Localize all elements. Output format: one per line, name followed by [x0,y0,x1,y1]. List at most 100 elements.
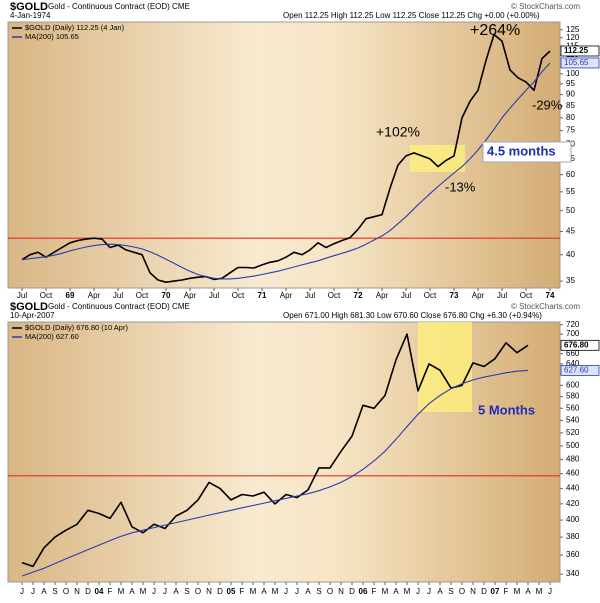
legend-label: MA(200) 105.65 [25,32,79,41]
x-tick-label: S [448,587,453,596]
last-value-label: 627.60 [564,366,589,375]
price-line [21,33,551,283]
annotation: +264% [470,22,520,39]
y-tick-label: 660 [566,349,580,358]
x-tick-label: M [382,587,389,596]
plot-area [7,321,561,583]
annotation: 4.5 months [487,143,556,158]
y-tick-label: 480 [566,455,580,464]
x-tick-label: Oct [136,291,149,300]
x-tick-label: J [295,587,299,596]
y-tick-label: 700 [566,329,580,338]
x-tick-label: J [31,587,35,596]
credit: © StockCharts.com [511,2,580,11]
y-tick-label: 400 [566,515,580,524]
legend-label: $GOLD (Daily) 676.80 (10 Apr) [25,323,128,332]
x-tick-label: N [74,587,80,596]
x-tick-label: Jul [305,291,315,300]
x-tick-label: O [459,587,465,596]
x-tick-label: Apr [280,291,293,300]
x-tick-label: J [163,587,167,596]
last-value-label: 112.25 [564,46,589,55]
y-tick-label: 60 [566,170,575,179]
quote: Open 671.00 High 681.30 Low 670.60 Close… [283,311,542,320]
x-tick-label: Oct [328,291,341,300]
x-tick-label: A [437,587,443,596]
last-value-box [560,364,600,376]
x-tick-label: J [284,587,288,596]
annotation: -29% [532,97,563,112]
x-tick-label: S [52,587,57,596]
price-line [21,333,529,568]
x-tick-label: Oct [424,291,437,300]
x-tick-label: M [514,587,521,596]
ma-line [21,62,551,280]
x-tick-label: Oct [520,291,533,300]
annotation: +102% [376,124,420,140]
x-tick-label: 07 [491,587,500,596]
x-tick-label: J [548,587,552,596]
x-tick-label: N [338,587,344,596]
y-tick-label: 40 [566,250,575,259]
y-tick-label: 520 [566,428,580,437]
chart-subtitle: Gold - Continuous Contract (EOD) CME [48,2,190,11]
x-tick-label: O [327,587,333,596]
credit: © StockCharts.com [511,302,580,311]
chart-title: $GOLD [10,301,48,313]
x-tick-label: 73 [450,291,459,300]
y-tick-label: 50 [566,206,575,215]
x-tick-label: O [63,587,69,596]
y-tick-label: 500 [566,441,580,450]
x-tick-label: Apr [376,291,389,300]
x-tick-label: Apr [184,291,197,300]
x-tick-label: Jul [17,291,27,300]
x-tick-label: M [272,587,279,596]
x-tick-label: Jul [401,291,411,300]
x-tick-label: D [217,587,223,596]
x-tick-label: J [427,587,431,596]
x-tick-label: F [504,587,509,596]
y-tick-label: 100 [566,69,580,78]
y-tick-label: 460 [566,469,580,478]
x-tick-label: A [173,587,179,596]
x-tick-label: J [152,587,156,596]
x-tick-label: A [41,587,47,596]
x-tick-label: Oct [40,291,53,300]
x-tick-label: D [349,587,355,596]
x-tick-label: M [536,587,543,596]
x-tick-label: A [129,587,135,596]
y-tick-label: 120 [566,33,580,42]
x-tick-label: 72 [354,291,363,300]
x-tick-label: A [393,587,399,596]
annotation: -13% [445,179,476,194]
y-tick-label: 75 [566,126,575,135]
chart-subtitle: Gold - Continuous Contract (EOD) CME [48,302,190,311]
x-tick-label: 70 [162,291,171,300]
x-tick-label: F [108,587,113,596]
x-tick-label: 06 [359,587,368,596]
last-value-box [560,45,600,57]
legend-label: $GOLD (Daily) 112.25 (4 Jan) [25,23,125,32]
y-tick-label: 440 [566,484,580,493]
chart-date: 4-Jan-1974 [10,11,51,20]
y-tick-label: 360 [566,550,580,559]
x-tick-label: M [404,587,411,596]
x-tick-label: F [372,587,377,596]
y-tick-label: 640 [566,359,580,368]
y-tick-label: 720 [566,320,580,329]
y-tick-label: 380 [566,532,580,541]
x-tick-label: M [118,587,125,596]
y-tick-label: 125 [566,25,580,34]
plot-area [7,21,561,289]
x-tick-label: 04 [95,587,104,596]
x-tick-label: N [206,587,212,596]
x-tick-label: S [184,587,189,596]
x-tick-label: Oct [232,291,245,300]
y-tick-label: 55 [566,187,575,196]
x-tick-label: N [470,587,476,596]
x-tick-label: Apr [88,291,101,300]
x-tick-label: 69 [66,291,75,300]
ma-line [21,369,529,577]
y-tick-label: 540 [566,415,580,424]
